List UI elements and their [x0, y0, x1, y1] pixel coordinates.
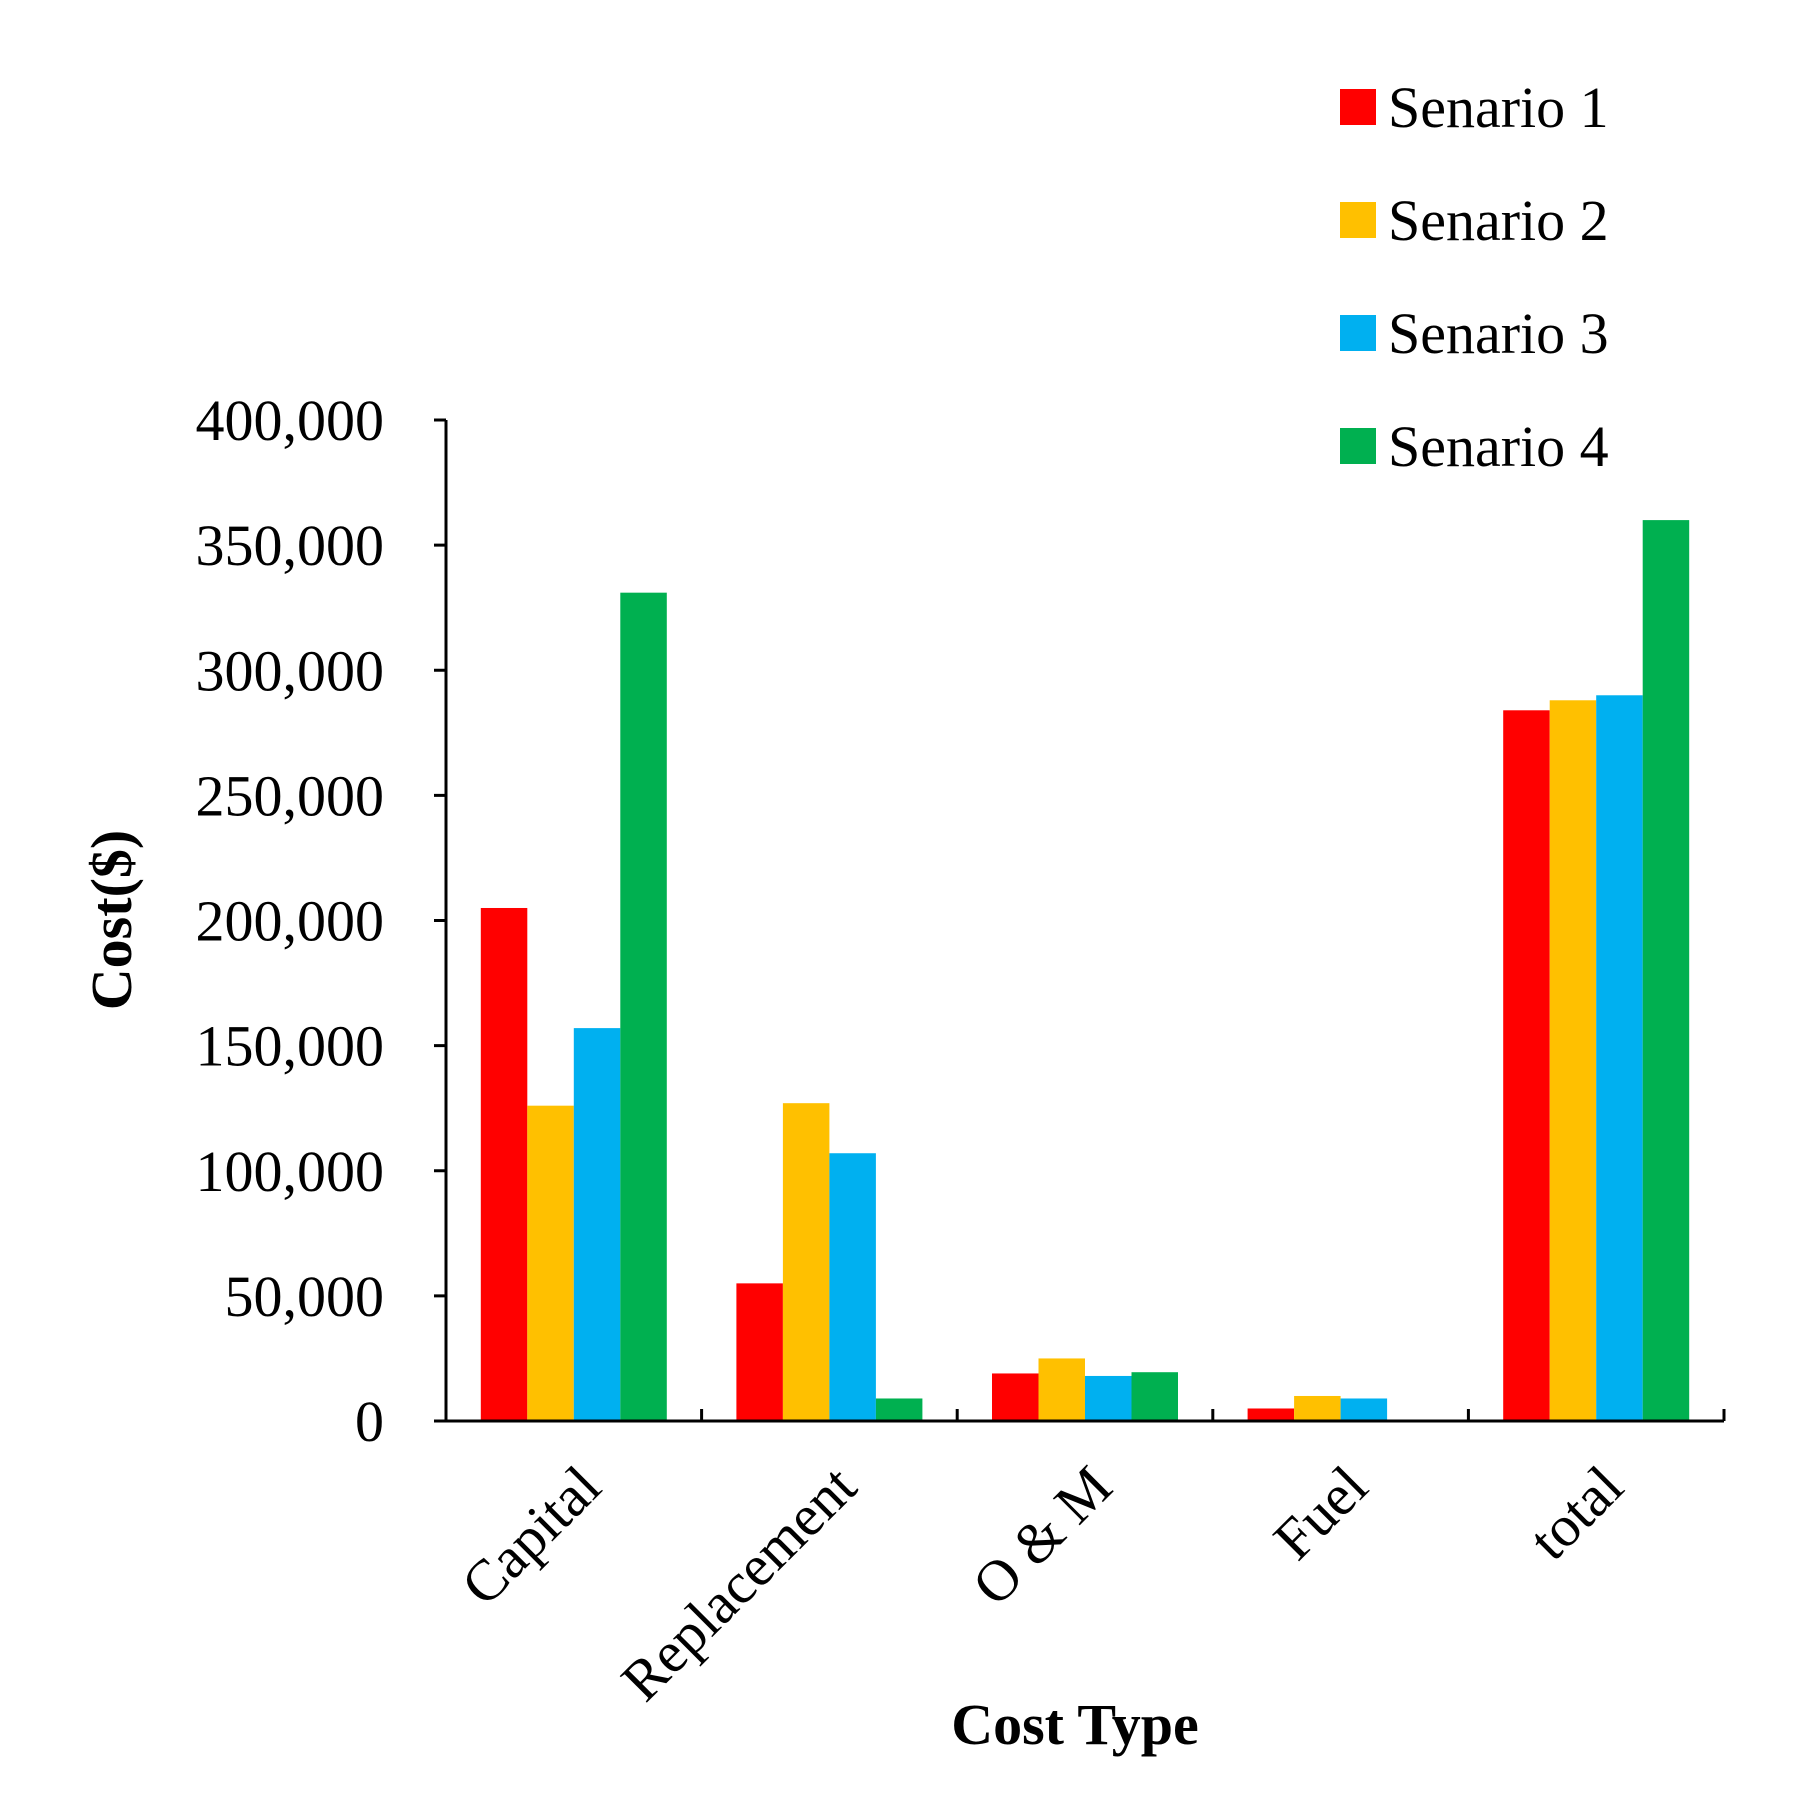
legend: Senario 1 Senario 2 Senario 3 Senario 4: [1340, 75, 1609, 479]
bar-o-m-series-4: [1131, 1372, 1178, 1421]
y-axis-title: Cost($): [79, 830, 144, 1010]
y-tick-label: 100,000: [196, 1139, 385, 1204]
legend-label-series-3: Senario 3: [1388, 301, 1609, 366]
legend-swatch-series-3: [1340, 315, 1376, 351]
bar-replacement-series-2: [782, 1103, 830, 1421]
y-tick-label: 350,000: [196, 513, 385, 578]
y-tick-label: 0: [355, 1389, 384, 1454]
y-ticks: 0 50,000 100,000 150,000 200,000 250,000 300,0…: [196, 388, 446, 1454]
bar-fuel-series-2: [1294, 1395, 1341, 1421]
legend-swatch-series-2: [1340, 202, 1376, 238]
x-tick-label: Fuel: [1261, 1453, 1380, 1572]
bar-o-m-series-1: [992, 1373, 1039, 1421]
bar-capital-series-4: [620, 592, 667, 1421]
bar-total-series-2: [1549, 700, 1597, 1421]
x-tick-label: total: [1517, 1453, 1636, 1572]
bars: [480, 520, 1690, 1421]
bar-replacement-series-3: [829, 1153, 876, 1421]
legend-label-series-1: Senario 1: [1388, 75, 1609, 140]
y-tick-label: 300,000: [196, 638, 385, 703]
y-tick-label: 250,000: [196, 763, 385, 828]
legend-swatch-series-1: [1340, 89, 1376, 125]
x-tick-label: O & M: [960, 1453, 1124, 1617]
bar-o-m-series-3: [1085, 1375, 1132, 1421]
bar-fuel-series-1: [1247, 1408, 1295, 1421]
bar-fuel-series-3: [1340, 1398, 1388, 1421]
y-tick-label: 400,000: [196, 388, 385, 453]
legend-swatch-series-4: [1340, 428, 1376, 464]
bar-capital-series-3: [573, 1028, 621, 1421]
bar-capital-series-2: [527, 1105, 574, 1421]
bar-total-series-4: [1642, 520, 1690, 1421]
bar-o-m-series-2: [1038, 1358, 1085, 1421]
legend-label-series-2: Senario 2: [1388, 188, 1609, 253]
bar-total-series-1: [1503, 710, 1550, 1421]
y-tick-label: 50,000: [225, 1264, 385, 1329]
bar-replacement-series-1: [736, 1283, 783, 1421]
x-axis-title: Cost Type: [951, 1692, 1199, 1757]
y-tick-label: 200,000: [196, 889, 385, 954]
bar-total-series-3: [1596, 695, 1643, 1421]
bar-capital-series-1: [480, 907, 528, 1421]
bar-replacement-series-4: [875, 1398, 923, 1421]
y-tick-label: 150,000: [196, 1014, 385, 1079]
x-tick-label: Replacement: [609, 1453, 869, 1713]
legend-label-series-4: Senario 4: [1388, 414, 1609, 479]
x-tick-label: Capital: [449, 1453, 613, 1617]
